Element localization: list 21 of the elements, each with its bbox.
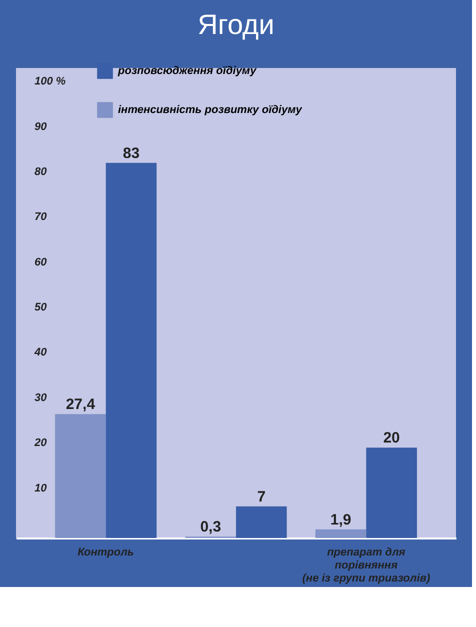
- x-tick-label: препарат для порівняння (не із групи триазолів): [302, 546, 430, 584]
- data-label: 7: [257, 488, 266, 506]
- y-tick-label: 100 %: [34, 76, 66, 88]
- x-tick-label: Контроль: [78, 546, 134, 558]
- y-tick-label: 70: [34, 211, 48, 224]
- data-label: 20: [383, 430, 400, 447]
- y-tick-label: 60: [34, 256, 48, 268]
- data-label: 1,9: [330, 511, 352, 528]
- data-label: 27,4: [66, 396, 96, 414]
- legend-label: інтенсивність розвитку оїдіуму: [118, 104, 303, 116]
- y-tick-label: 50: [34, 302, 48, 314]
- chart-title: Ягоди: [198, 9, 274, 40]
- data-label: 83: [122, 144, 140, 162]
- y-tick-label: 80: [34, 166, 48, 178]
- y-tick-label: 40: [34, 346, 48, 359]
- y-tick-label: 90: [34, 120, 48, 133]
- y-tick-label: 10: [34, 482, 48, 494]
- data-label: 0,3: [200, 518, 222, 536]
- y-tick-label: 20: [34, 437, 48, 450]
- y-tick-label: 30: [34, 392, 48, 404]
- legend-label: розповсюдження оїдіуму: [117, 65, 258, 77]
